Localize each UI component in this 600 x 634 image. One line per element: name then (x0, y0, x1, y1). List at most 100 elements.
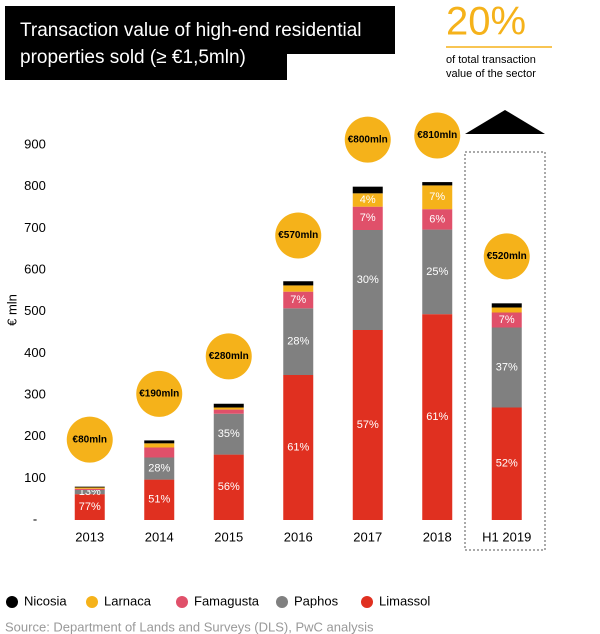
total-bubble (205, 333, 252, 380)
total-bubble (66, 416, 113, 463)
share-label: 7% (360, 212, 376, 224)
highlight-arrow (465, 110, 545, 134)
total-bubble (275, 212, 322, 259)
title-box (5, 6, 395, 54)
y-axis-label: € mln (4, 294, 19, 326)
bar-segment (74, 487, 105, 489)
highlight-box (464, 151, 546, 551)
bar-segment (422, 229, 453, 315)
share-label: 52% (496, 458, 518, 470)
bar-segment (144, 440, 175, 444)
y-tick-label: 500 (24, 303, 46, 318)
bar-segment (144, 479, 175, 520)
legend-swatch (276, 596, 288, 608)
share-label: 28% (287, 336, 309, 348)
x-tick-label: H1 2019 (482, 529, 531, 544)
bar-segment (352, 193, 383, 207)
total-label: €80mln (73, 434, 107, 445)
legend-swatch (6, 596, 18, 608)
share-label: 6% (429, 213, 445, 225)
total-bubble (344, 116, 391, 163)
share-label: 4% (360, 194, 376, 206)
annotation-value: 20% (446, 0, 526, 44)
legend-label: Limassol (379, 593, 430, 608)
x-tick-label: 2018 (423, 529, 452, 544)
legend-label: Larnaca (104, 593, 152, 608)
share-label: 35% (218, 428, 240, 440)
bar-segment (352, 330, 383, 520)
legend-label: Nicosia (24, 593, 67, 608)
annotation-text: of total transaction (446, 54, 536, 66)
legend-label: Famagusta (194, 593, 260, 608)
share-label: 51% (148, 494, 170, 506)
bar-segment (144, 457, 175, 480)
y-tick-label: - (33, 511, 37, 526)
source: Source: Department of Lands and Surveys … (5, 619, 374, 634)
total-bubble (414, 112, 461, 159)
bar-segment (491, 407, 522, 520)
bar-segment (283, 375, 314, 520)
x-tick-label: 2016 (284, 529, 313, 544)
bar-segment (352, 186, 383, 194)
total-label: €810mln (417, 130, 457, 141)
bar-segment (283, 285, 314, 292)
share-label: 57% (357, 419, 379, 431)
annotation-text: value of the sector (446, 68, 536, 80)
share-label: 56% (218, 481, 240, 493)
bar-segment (213, 403, 244, 408)
bar-segment (283, 308, 314, 375)
x-tick-label: 2013 (75, 529, 104, 544)
bar-segment (144, 443, 175, 448)
share-label: 7% (499, 314, 515, 326)
x-tick-label: 2014 (145, 529, 174, 544)
bar-segment (491, 303, 522, 308)
y-tick-label: 300 (24, 386, 46, 401)
legend-swatch (361, 596, 373, 608)
bar-segment (491, 307, 522, 313)
legend-label: Paphos (294, 593, 339, 608)
bar-segment (352, 230, 383, 330)
y-tick-label: 200 (24, 428, 46, 443)
bar-segment (491, 327, 522, 408)
bar-segment (422, 209, 453, 230)
total-bubble (136, 370, 183, 417)
total-label: €190mln (139, 388, 179, 399)
x-tick-label: 2017 (353, 529, 382, 544)
share-label: 25% (426, 266, 448, 278)
total-label: €800mln (348, 134, 388, 145)
bar-segment (491, 312, 522, 328)
legend-swatch (176, 596, 188, 608)
share-label: 30% (357, 274, 379, 286)
chart-title: properties sold (≥ €1,5mln) (20, 47, 246, 68)
y-tick-label: 800 (24, 178, 46, 193)
share-label: 61% (426, 411, 448, 423)
y-tick-label: 600 (24, 261, 46, 276)
bar-segment (283, 281, 314, 286)
share-label: 37% (496, 361, 518, 373)
bar-segment (213, 407, 244, 410)
legend-swatch (86, 596, 98, 608)
total-label: €280mln (209, 351, 249, 362)
y-tick-label: 400 (24, 345, 46, 360)
total-label: €520mln (487, 251, 527, 262)
y-tick-label: 900 (24, 136, 46, 151)
total-bubble (483, 233, 530, 280)
bar-segment (213, 454, 244, 520)
bar-segment (352, 206, 383, 230)
bar-segment (283, 291, 314, 309)
share-label: 7% (290, 294, 306, 306)
bar-segment (74, 494, 105, 520)
bar-segment (422, 182, 453, 186)
y-tick-label: 100 (24, 470, 46, 485)
bar-segment (74, 490, 105, 495)
title-box (5, 54, 287, 80)
bar-segment (422, 185, 453, 210)
bar-segment (144, 447, 175, 458)
y-tick-label: 700 (24, 220, 46, 235)
share-label: 77% (79, 501, 101, 513)
bar-segment (213, 413, 244, 455)
share-label: 61% (287, 441, 309, 453)
share-label: 28% (148, 462, 170, 474)
chart-title: Transaction value of high-end residentia… (20, 20, 362, 41)
